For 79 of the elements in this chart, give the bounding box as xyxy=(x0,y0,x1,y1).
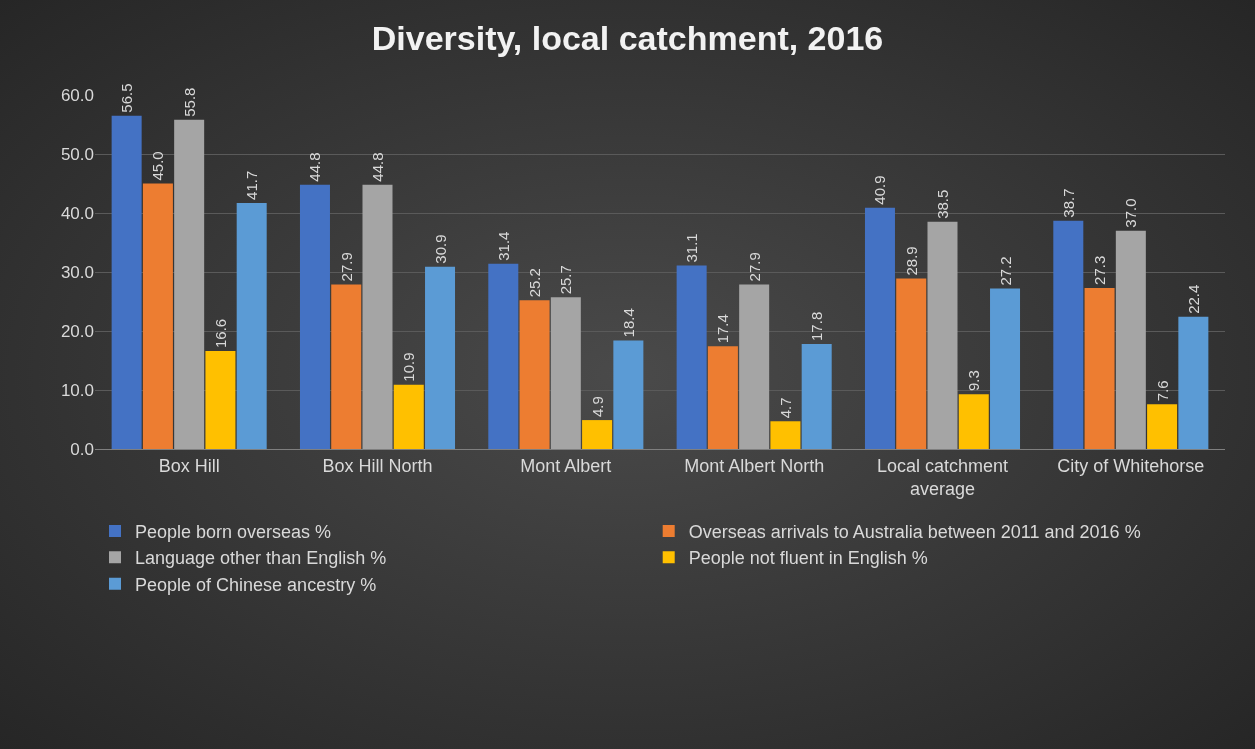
bar xyxy=(864,207,895,449)
data-label: 44.8 xyxy=(369,152,386,182)
bar xyxy=(236,202,267,449)
data-label: 27.9 xyxy=(745,252,763,282)
legend-label: People of Chinese ancestry % xyxy=(135,574,377,595)
bar xyxy=(896,278,927,449)
y-tick-label: 60.0 xyxy=(60,85,94,105)
bar xyxy=(393,384,424,449)
data-label: 37.0 xyxy=(1122,198,1140,228)
data-label: 10.9 xyxy=(400,352,418,382)
data-label: 22.4 xyxy=(1184,284,1202,314)
data-label: 56.5 xyxy=(118,83,136,113)
bar xyxy=(1147,404,1178,449)
bar xyxy=(1178,316,1209,449)
legend-label: Language other than English % xyxy=(135,548,387,569)
data-label: 38.7 xyxy=(1059,188,1077,218)
data-label: 25.7 xyxy=(557,265,575,295)
bar xyxy=(299,184,330,449)
bar xyxy=(111,115,142,449)
bar xyxy=(990,288,1021,449)
bar xyxy=(142,183,173,449)
bar xyxy=(801,343,832,449)
y-tick-label: 30.0 xyxy=(60,262,94,282)
data-label: 9.3 xyxy=(965,370,983,392)
legend-label: Overseas arrivals to Australia between 2011 and 2016 % xyxy=(688,521,1141,542)
data-label: 31.4 xyxy=(494,231,512,261)
bar xyxy=(1115,230,1146,449)
y-tick-label: 40.0 xyxy=(60,203,94,223)
x-tick-label: Mont Albert xyxy=(520,455,612,476)
data-label: 7.6 xyxy=(1153,380,1171,402)
bar xyxy=(707,346,738,449)
data-label: 45.0 xyxy=(149,151,167,181)
data-label: 27.2 xyxy=(996,256,1014,286)
bar xyxy=(205,351,236,449)
data-label: 30.9 xyxy=(431,234,449,264)
bar xyxy=(1053,220,1084,449)
data-label: 41.7 xyxy=(243,170,261,200)
bar xyxy=(613,340,644,449)
y-tick-label: 10.0 xyxy=(60,380,94,400)
data-label: 17.4 xyxy=(714,314,732,344)
data-label: 38.5 xyxy=(934,189,951,219)
x-tick-label: Local catchment average xyxy=(876,455,1009,499)
bar xyxy=(425,266,456,449)
data-label: 31.1 xyxy=(683,233,701,263)
data-label: 4.9 xyxy=(588,396,606,418)
x-tick-label: City of Whitehorse xyxy=(1057,455,1205,476)
legend-label: People not fluent in English % xyxy=(688,548,928,569)
data-label: 40.9 xyxy=(871,175,889,205)
y-tick-label: 20.0 xyxy=(60,321,94,341)
y-tick-label: 50.0 xyxy=(60,144,94,164)
bar xyxy=(362,184,393,449)
bar xyxy=(770,421,801,449)
bar xyxy=(550,297,581,449)
bar xyxy=(958,394,989,449)
data-label: 25.2 xyxy=(526,268,544,298)
bar xyxy=(927,221,958,449)
x-tick-label: Box Hill xyxy=(158,455,220,476)
legend-label: People born overseas % xyxy=(135,521,332,542)
data-label: 16.6 xyxy=(211,318,229,349)
bar xyxy=(676,265,707,449)
chart-title: Diversity, local catchment, 2016 xyxy=(371,19,884,58)
y-tick-label: 0.0 xyxy=(70,439,94,459)
data-label: 28.9 xyxy=(902,246,920,276)
data-label: 27.3 xyxy=(1091,255,1109,285)
bar xyxy=(582,420,613,449)
data-label: 4.7 xyxy=(776,397,794,419)
bar xyxy=(331,284,362,449)
data-label: 18.4 xyxy=(619,308,637,338)
data-label: 17.8 xyxy=(808,311,826,341)
bar xyxy=(519,300,550,449)
data-label: 27.9 xyxy=(337,252,355,282)
x-tick-label: Mont Albert North xyxy=(684,455,825,476)
bar xyxy=(174,119,205,449)
data-label: 44.8 xyxy=(306,152,324,182)
x-tick-label: Box Hill North xyxy=(322,455,433,476)
bar xyxy=(1084,287,1115,449)
bar xyxy=(739,284,770,449)
bar xyxy=(488,263,519,449)
data-label: 55.8 xyxy=(180,87,198,117)
